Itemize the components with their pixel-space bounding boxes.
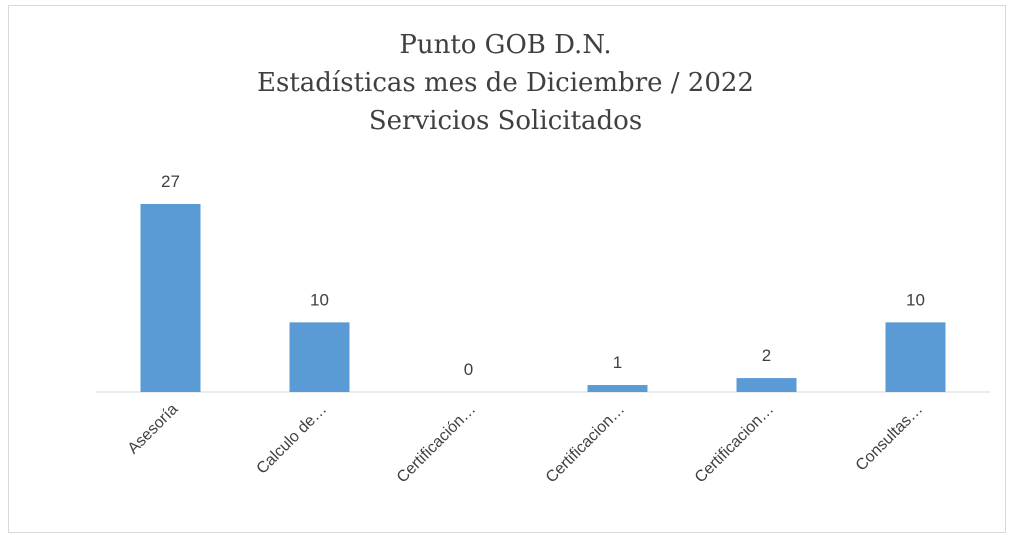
category-label-1: Calculo de…: [254, 401, 331, 478]
data-label-5: 10: [906, 290, 925, 309]
category-label-2: Certificación…: [394, 401, 480, 487]
data-label-2: 0: [464, 360, 473, 379]
bars-group: [140, 204, 946, 392]
category-labels-group: Asesoría Calculo de… Certificación… Certifi…: [125, 401, 927, 487]
bar-0: [140, 204, 201, 392]
data-label-1: 10: [310, 290, 329, 309]
data-label-0: 27: [161, 172, 180, 191]
bar-3: [587, 385, 648, 392]
category-label-5: Consultas…: [853, 401, 927, 475]
data-label-4: 2: [762, 346, 771, 365]
chart-title-line-1: Punto GOB D.N.: [399, 30, 612, 60]
chart-title-line-2: Estadísticas mes de Diciembre / 2022: [257, 68, 754, 98]
data-labels-group: 27 10 0 1 2 10: [161, 172, 925, 379]
bar-4: [736, 378, 797, 392]
bar-1: [289, 322, 350, 392]
chart-title-line-3: Servicios Solicitados: [368, 106, 643, 136]
category-label-4: Certificacion…: [692, 401, 778, 487]
category-label-3: Certificacion…: [543, 401, 629, 487]
category-label-0: Asesoría: [125, 401, 182, 458]
bar-5: [885, 322, 946, 392]
data-label-3: 1: [613, 353, 622, 372]
